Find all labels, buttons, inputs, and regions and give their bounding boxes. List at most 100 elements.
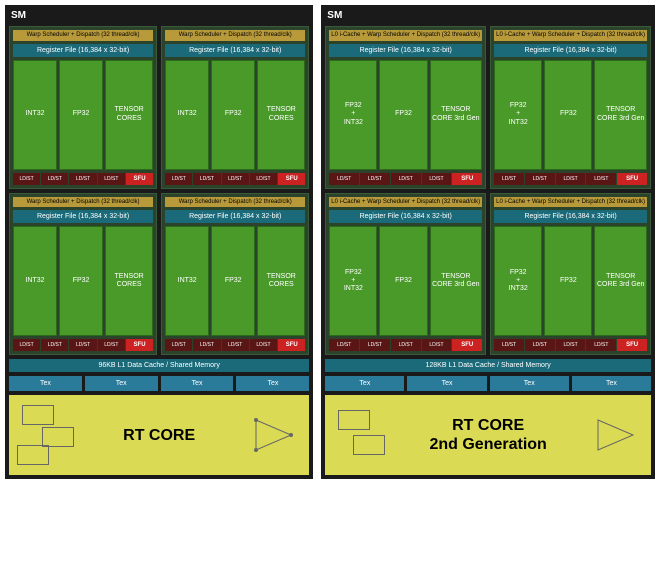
warp-scheduler: Warp Scheduler + Dispatch (32 thread/clk… xyxy=(165,30,305,41)
rt-triangle-icon xyxy=(251,415,301,455)
ldst-unit: LD/ST xyxy=(13,339,40,351)
sfu-unit: SFU xyxy=(617,173,647,185)
sm-right: SM L0 i-Cache + Warp Scheduler + Dispatc… xyxy=(321,5,655,479)
register-file: Register File (16,384 x 32-bit) xyxy=(329,44,482,57)
warp-scheduler: Warp Scheduler + Dispatch (32 thread/clk… xyxy=(13,197,153,208)
rt-shapes-icon xyxy=(17,405,77,465)
sfu-unit: SFU xyxy=(452,173,482,185)
fp32-unit: FP32 xyxy=(379,226,427,336)
fp32-int32-unit: FP32 + INT32 xyxy=(494,60,542,170)
int32-unit: INT32 xyxy=(165,60,209,170)
tex-unit: Tex xyxy=(236,376,309,391)
ldst-unit: LD/ST xyxy=(525,173,555,185)
exec-row: FP32 + INT32 FP32 TENSOR CORE 3rd Gen xyxy=(494,226,647,336)
ldst-unit: LD/ST xyxy=(69,173,96,185)
ldst-unit: LD/ST xyxy=(165,173,192,185)
warp-scheduler: L0 i-Cache + Warp Scheduler + Dispatch (… xyxy=(494,30,647,41)
ldst-unit: LD/ST xyxy=(193,339,220,351)
exec-row: FP32 + INT32 FP32 TENSOR CORE 3rd Gen xyxy=(329,226,482,336)
register-file: Register File (16,384 x 32-bit) xyxy=(329,210,482,223)
sfu-unit: SFU xyxy=(617,339,647,351)
tensor-core: TENSOR CORES xyxy=(105,60,153,170)
tensor-core: TENSOR CORES xyxy=(105,226,153,336)
exec-row: INT32 FP32 TENSOR CORES xyxy=(165,226,305,336)
fp32-int32-unit: FP32 + INT32 xyxy=(329,60,377,170)
ldst-unit: LD/ST xyxy=(360,173,390,185)
l1-cache: 96KB L1 Data Cache / Shared Memory xyxy=(9,359,309,372)
tensor-core: TENSOR CORES xyxy=(257,60,305,170)
tex-unit: Tex xyxy=(161,376,234,391)
register-file: Register File (16,384 x 32-bit) xyxy=(165,210,305,223)
rt-core-label: RT CORE xyxy=(123,426,195,445)
register-file: Register File (16,384 x 32-bit) xyxy=(13,210,153,223)
warp-scheduler: L0 i-Cache + Warp Scheduler + Dispatch (… xyxy=(329,197,482,208)
ldst-unit: LD/ST xyxy=(494,173,524,185)
ldst-unit: LD/ST xyxy=(250,173,277,185)
ldst-unit: LD/ST xyxy=(222,173,249,185)
quad: Warp Scheduler + Dispatch (32 thread/clk… xyxy=(161,193,309,356)
quad: L0 i-Cache + Warp Scheduler + Dispatch (… xyxy=(490,26,651,189)
exec-row: INT32 FP32 TENSOR CORES xyxy=(13,60,153,170)
ldst-unit: LD/ST xyxy=(422,339,452,351)
ldst-unit: LD/ST xyxy=(98,339,125,351)
ldst-unit: LD/ST xyxy=(586,339,616,351)
fp32-unit: FP32 xyxy=(379,60,427,170)
tex-unit: Tex xyxy=(490,376,569,391)
ldst-row: LD/ST LD/ST LD/ST LD/ST SFU xyxy=(329,173,482,185)
rt-core-2nd: RT CORE 2nd Generation xyxy=(325,395,651,475)
sfu-unit: SFU xyxy=(278,173,305,185)
tensor-core-3rd: TENSOR CORE 3rd Gen xyxy=(594,60,647,170)
tensor-core-3rd: TENSOR CORE 3rd Gen xyxy=(430,60,483,170)
ldst-unit: LD/ST xyxy=(13,173,40,185)
fp32-unit: FP32 xyxy=(59,60,103,170)
quad-row-top: Warp Scheduler + Dispatch (32 thread/clk… xyxy=(9,26,309,189)
ldst-unit: LD/ST xyxy=(556,339,586,351)
quad: Warp Scheduler + Dispatch (32 thread/clk… xyxy=(9,26,157,189)
warp-scheduler: Warp Scheduler + Dispatch (32 thread/clk… xyxy=(165,197,305,208)
ldst-row: LD/ST LD/ST LD/ST LD/ST SFU xyxy=(165,173,305,185)
quad: Warp Scheduler + Dispatch (32 thread/clk… xyxy=(161,26,309,189)
tensor-core: TENSOR CORES xyxy=(257,226,305,336)
fp32-unit: FP32 xyxy=(544,60,592,170)
tex-row: Tex Tex Tex Tex xyxy=(325,376,651,391)
ldst-unit: LD/ST xyxy=(525,339,555,351)
ldst-unit: LD/ST xyxy=(165,339,192,351)
warp-scheduler: Warp Scheduler + Dispatch (32 thread/clk… xyxy=(13,30,153,41)
tex-unit: Tex xyxy=(325,376,404,391)
sfu-unit: SFU xyxy=(126,339,153,351)
sfu-unit: SFU xyxy=(452,339,482,351)
quad-row-top: L0 i-Cache + Warp Scheduler + Dispatch (… xyxy=(325,26,651,189)
fp32-unit: FP32 xyxy=(59,226,103,336)
tex-unit: Tex xyxy=(407,376,486,391)
tex-unit: Tex xyxy=(9,376,82,391)
ldst-unit: LD/ST xyxy=(556,173,586,185)
tex-unit: Tex xyxy=(85,376,158,391)
exec-row: INT32 FP32 TENSOR CORES xyxy=(165,60,305,170)
register-file: Register File (16,384 x 32-bit) xyxy=(165,44,305,57)
int32-unit: INT32 xyxy=(13,60,57,170)
quad: L0 i-Cache + Warp Scheduler + Dispatch (… xyxy=(490,193,651,356)
fp32-unit: FP32 xyxy=(544,226,592,336)
ldst-unit: LD/ST xyxy=(329,339,359,351)
rt-core-label: RT CORE 2nd Generation xyxy=(429,416,546,454)
tensor-core-3rd: TENSOR CORE 3rd Gen xyxy=(430,226,483,336)
fp32-int32-unit: FP32 + INT32 xyxy=(494,226,542,336)
ldst-unit: LD/ST xyxy=(41,339,68,351)
quad: L0 i-Cache + Warp Scheduler + Dispatch (… xyxy=(325,26,486,189)
rt-shapes-icon xyxy=(333,405,393,465)
ldst-unit: LD/ST xyxy=(250,339,277,351)
ldst-unit: LD/ST xyxy=(586,173,616,185)
ldst-row: LD/ST LD/ST LD/ST LD/ST SFU xyxy=(165,339,305,351)
fp32-unit: FP32 xyxy=(211,226,255,336)
int32-unit: INT32 xyxy=(165,226,209,336)
rt-core: RT CORE xyxy=(9,395,309,475)
tex-unit: Tex xyxy=(572,376,651,391)
quad-row-bottom: L0 i-Cache + Warp Scheduler + Dispatch (… xyxy=(325,193,651,356)
ldst-unit: LD/ST xyxy=(391,173,421,185)
register-file: Register File (16,384 x 32-bit) xyxy=(494,44,647,57)
ldst-unit: LD/ST xyxy=(422,173,452,185)
ldst-unit: LD/ST xyxy=(494,339,524,351)
l1-cache: 128KB L1 Data Cache / Shared Memory xyxy=(325,359,651,372)
tex-row: Tex Tex Tex Tex xyxy=(9,376,309,391)
sm-label: SM xyxy=(325,9,651,22)
